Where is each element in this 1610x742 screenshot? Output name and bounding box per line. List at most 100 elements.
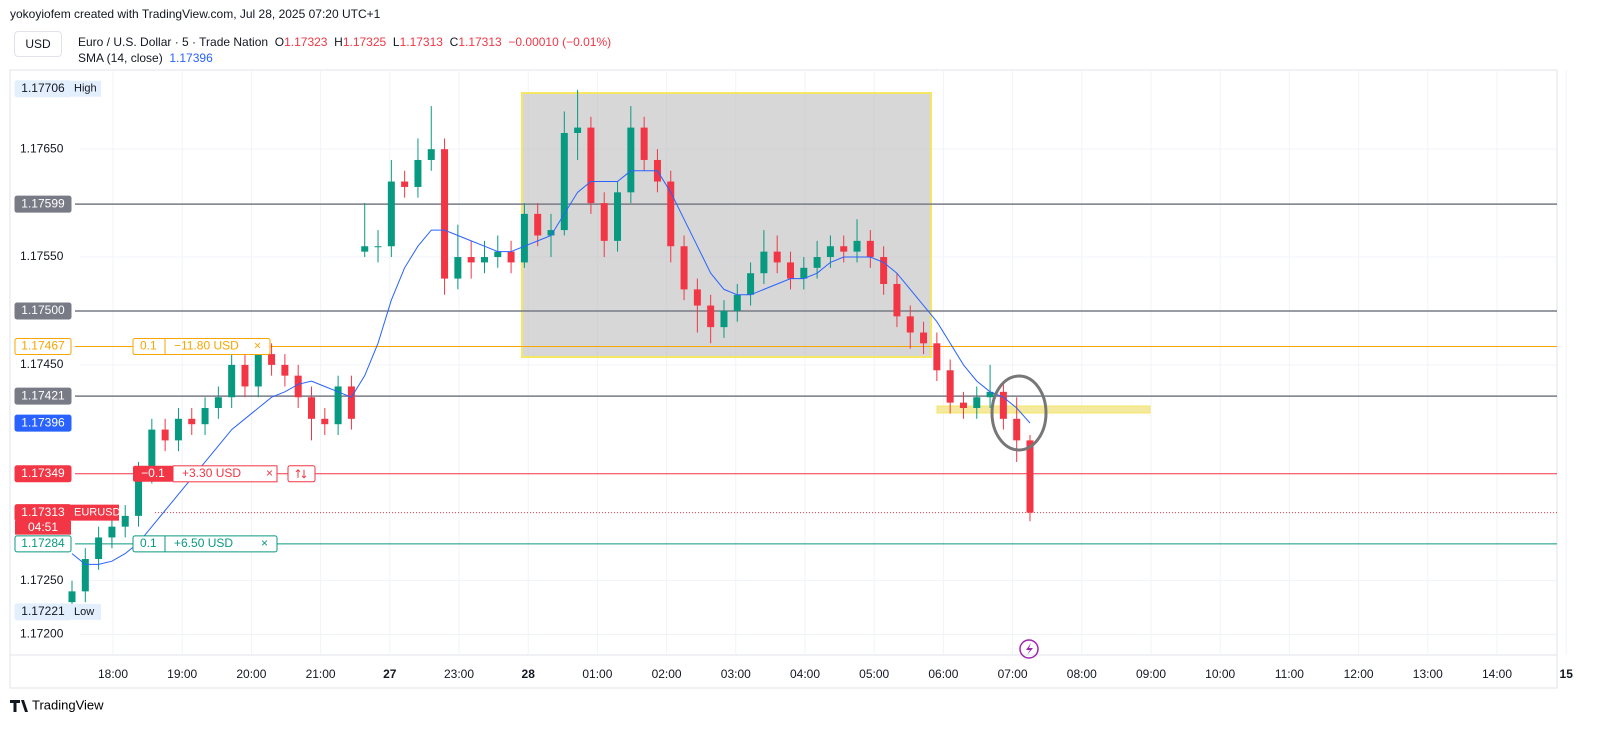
candle-body: [840, 246, 848, 252]
indicator-row: SMA (14, close) 1.17396: [78, 51, 213, 65]
close-icon: ×: [266, 466, 273, 480]
indicator-value: 1.17396: [169, 51, 213, 65]
price-label: 1.17284: [21, 536, 65, 550]
position-pnl: +6.50 USD: [174, 536, 233, 550]
x-tick-label: 15: [1560, 667, 1574, 681]
candle-body: [480, 257, 488, 263]
candle-body: [587, 127, 595, 204]
candle-body: [81, 559, 89, 592]
candle-body: [667, 181, 675, 247]
reverse-button[interactable]: [287, 465, 316, 483]
price-label: 1.17396: [21, 415, 65, 429]
ohlc-value: 1.17323: [284, 35, 328, 49]
position-box: [132, 338, 271, 356]
candle-body: [387, 181, 395, 247]
price-label: 1.17313: [21, 505, 65, 519]
candle-body: [95, 537, 103, 560]
event-bolt: [1026, 643, 1033, 655]
candle-body: [720, 310, 728, 328]
candle-body: [787, 262, 794, 279]
candle-body: [733, 294, 741, 311]
candle-body: [640, 127, 648, 160]
candle-body: [520, 213, 528, 263]
candle-body: [188, 418, 196, 425]
candle-body: [600, 203, 608, 241]
candle-body: [680, 246, 688, 290]
x-tick-label: 14:00: [1482, 667, 1512, 681]
candle-body: [334, 386, 342, 425]
candle-body: [321, 418, 329, 425]
circle-annotation: [990, 374, 1048, 452]
x-tick-label: 12:00: [1344, 667, 1374, 681]
ohlc-label: H: [334, 35, 343, 49]
candle-body: [254, 354, 262, 387]
zone-box: [936, 405, 1151, 414]
x-tick-label: 06:00: [928, 667, 958, 681]
price-label: 1.17599: [21, 196, 65, 210]
x-tick-label: 09:00: [1136, 667, 1166, 681]
price-label-box: [14, 387, 72, 405]
x-tick-label: 03:00: [721, 667, 751, 681]
position-qty: −0.1: [141, 466, 165, 480]
candle-body: [933, 343, 941, 371]
countdown: 04:51: [28, 520, 58, 534]
y-tick-label: 1.17550: [20, 249, 64, 263]
candle-body: [308, 397, 315, 419]
x-tick-label: 05:00: [859, 667, 889, 681]
price-tag-box: [71, 603, 101, 620]
ohlc-value: 1.17313: [458, 35, 502, 49]
candle-body: [1026, 440, 1034, 513]
candle-body: [494, 251, 502, 258]
candle-body: [467, 257, 475, 263]
price-label-box: [14, 465, 72, 483]
labels: 1.17650 1.17550 1.17450 1.17250 1.17200 18:00…: [14, 80, 1574, 681]
candle-body: [800, 267, 808, 279]
candle-body: [241, 364, 249, 387]
x-tick-label: 10:00: [1205, 667, 1235, 681]
ohlc-label: O: [274, 35, 285, 49]
candle-body: [999, 391, 1007, 419]
candle-body: [268, 354, 276, 365]
symbol: Euro / U.S. Dollar · 5 · Trade Nation: [78, 35, 269, 49]
x-tick-label: 18:00: [98, 667, 128, 681]
candle-body: [228, 364, 236, 398]
candle-body: [747, 273, 755, 295]
y-tick-label: 1.17450: [20, 357, 64, 371]
candle-body: [281, 364, 289, 376]
candle-body: [414, 159, 422, 187]
y-tick-label: 1.17200: [20, 627, 64, 641]
x-tick-label: 08:00: [1067, 667, 1097, 681]
close-icon: ×: [261, 536, 268, 550]
candle-body: [986, 391, 994, 398]
price-tag-box: [71, 504, 119, 521]
candle-body: [161, 429, 169, 441]
candle-body: [893, 283, 901, 317]
candle-body: [614, 192, 622, 241]
ohlc-value: 1.17325: [342, 35, 387, 49]
position-qty: 0.1: [140, 536, 157, 550]
credit: yokoyiofem created with TradingView.com,…: [10, 7, 381, 21]
x-tick-label: 02:00: [652, 667, 682, 681]
candle-body: [201, 408, 209, 425]
x-tick-label: 23:00: [444, 667, 474, 681]
position-box: [132, 535, 278, 553]
position-qty-box: [133, 465, 173, 482]
candle-body: [174, 418, 182, 441]
candle-body: [427, 149, 435, 160]
candle-body: [507, 251, 515, 263]
candle-body: [853, 240, 861, 252]
currency-button[interactable]: USD: [14, 31, 62, 57]
price-label-box: [14, 195, 72, 213]
reverse-icon: [295, 469, 307, 479]
price-label: 1.17500: [21, 303, 65, 317]
candle-body: [148, 429, 156, 473]
ohlc-label: C: [449, 35, 459, 49]
candle-body: [574, 127, 582, 134]
candle-body: [347, 386, 355, 419]
price-label-box: [14, 535, 72, 553]
candle-body: [906, 316, 914, 333]
event-icon[interactable]: [1019, 639, 1039, 659]
price-tag: Low: [74, 606, 94, 618]
x-tick-label: 27: [383, 667, 397, 681]
x-tick-label: 11:00: [1275, 667, 1304, 681]
